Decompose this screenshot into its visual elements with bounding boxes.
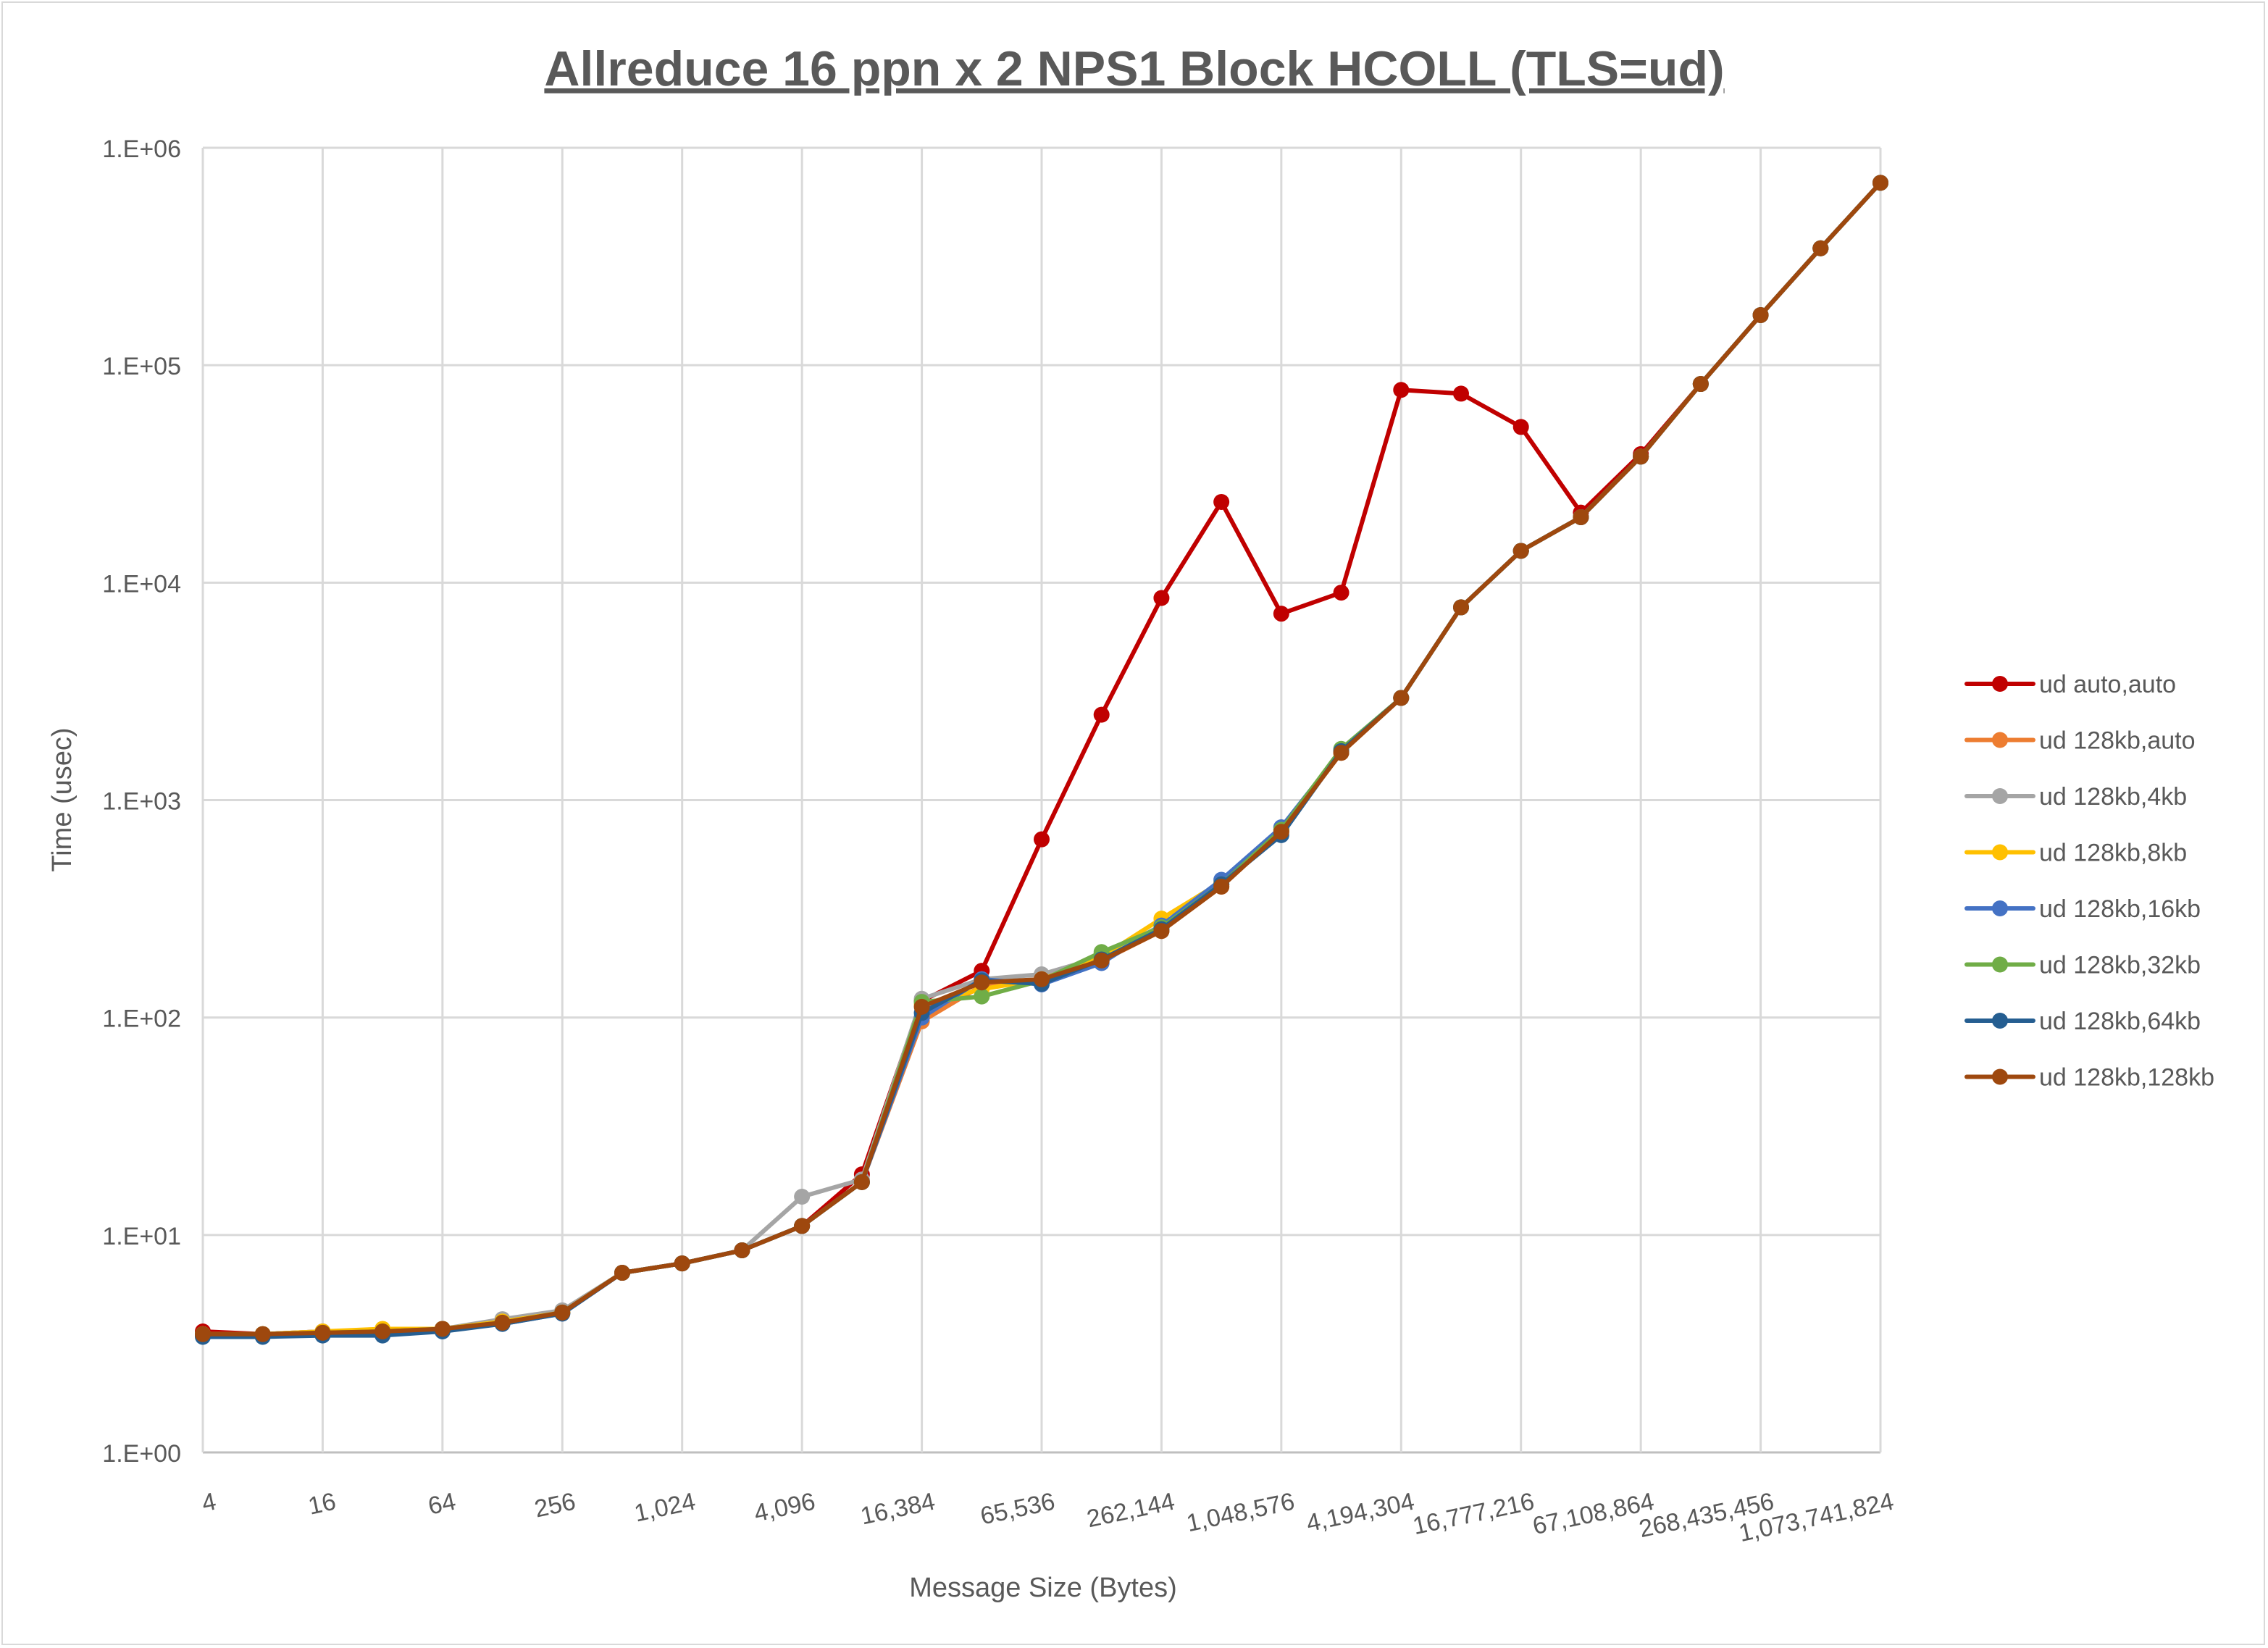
legend-marker [1992, 956, 2008, 973]
data-point [1692, 376, 1709, 393]
legend-marker [1992, 1068, 2008, 1085]
legend-marker [1992, 1013, 2008, 1029]
data-point [1213, 878, 1230, 895]
legend-item: ud 128kb,auto [1964, 727, 2196, 755]
x-tick-label: 4 [199, 1488, 218, 1518]
data-point [1333, 745, 1349, 761]
y-tick-label: 1.E+05 [102, 353, 181, 380]
data-point [1153, 923, 1170, 940]
data-point [1453, 385, 1469, 402]
legend-marker [1992, 732, 2008, 748]
data-point [1393, 690, 1410, 706]
data-point [674, 1255, 690, 1272]
data-point [1273, 824, 1289, 840]
data-point [494, 1314, 511, 1331]
data-point [434, 1321, 451, 1337]
data-point [254, 1326, 271, 1342]
legend-label: ud 128kb,auto [2039, 727, 2196, 755]
legend-label: ud auto,auto [2039, 671, 2176, 698]
data-point [1034, 831, 1050, 848]
data-point [1153, 590, 1170, 606]
data-point [614, 1265, 630, 1281]
y-axis-label: Time (usec) [47, 727, 78, 871]
series-group [195, 175, 1888, 1345]
data-point [1573, 509, 1589, 525]
legend-label: ud 128kb,128kb [2039, 1064, 2214, 1092]
data-point [853, 1174, 870, 1190]
x-tick-label: 67,108,864 [1530, 1488, 1656, 1541]
y-tick-label: 1.E+03 [102, 788, 181, 816]
x-tick-label: 65,536 [978, 1488, 1058, 1531]
data-point [1872, 175, 1888, 191]
legend-marker [1992, 900, 2008, 916]
data-point [1093, 706, 1110, 723]
data-point [1273, 606, 1289, 622]
data-point [374, 1323, 391, 1340]
data-point [195, 1326, 211, 1342]
data-point [1752, 306, 1769, 323]
legend: ud auto,auto ud 128kb,auto ud 128kb,4kb ud … [1964, 671, 2214, 1092]
data-point [974, 974, 990, 991]
x-tick-label: 1,024 [632, 1488, 698, 1528]
legend-label: ud 128kb,4kb [2039, 783, 2187, 811]
data-point [314, 1324, 331, 1341]
data-point [554, 1304, 571, 1321]
data-point [1213, 493, 1230, 510]
legend-item: ud 128kb,16kb [1964, 895, 2201, 923]
legend-marker [1992, 788, 2008, 804]
y-tick-label: 1.E+00 [102, 1440, 181, 1468]
legend-item: ud 128kb,4kb [1964, 783, 2187, 811]
x-tick-label: 4,194,304 [1304, 1488, 1417, 1538]
data-point [734, 1242, 750, 1259]
data-point [1512, 543, 1529, 559]
series-ud-128kb-128kb [195, 175, 1888, 1342]
x-axis-label: Message Size (Bytes) [909, 1573, 1177, 1603]
y-tick-label: 1.E+01 [102, 1223, 181, 1250]
x-tick-label: 256 [532, 1488, 578, 1523]
x-tick-label: 16,777,216 [1410, 1488, 1536, 1541]
data-point [1453, 599, 1469, 616]
legend-item: ud 128kb,32kb [1964, 952, 2201, 979]
x-tick-label: 4,096 [752, 1488, 818, 1528]
legend-item: ud auto,auto [1964, 671, 2176, 698]
legend-label: ud 128kb,16kb [2039, 895, 2201, 923]
legend-label: ud 128kb,32kb [2039, 952, 2201, 979]
data-point [1093, 952, 1110, 969]
legend-label: ud 128kb,64kb [2039, 1008, 2201, 1035]
y-tick-label: 1.E+04 [102, 570, 181, 598]
data-point [794, 1188, 811, 1205]
data-point [974, 988, 990, 1005]
x-tick-label: 16,384 [858, 1488, 938, 1531]
data-point [913, 998, 930, 1015]
x-tick-label: 64 [426, 1488, 459, 1521]
legend-marker [1992, 844, 2008, 861]
data-point [794, 1218, 811, 1234]
legend-marker [1992, 676, 2008, 692]
y-axis-ticks: 1.E+00 1.E+01 1.E+02 1.E+03 1.E+04 1.E+05 1.E+… [102, 135, 181, 1468]
data-point [1633, 448, 1649, 465]
legend-item: ud 128kb,64kb [1964, 1008, 2201, 1035]
x-tick-label: 262,144 [1084, 1488, 1177, 1534]
y-tick-label: 1.E+06 [102, 135, 181, 163]
data-point [1812, 240, 1829, 256]
x-tick-label: 16 [306, 1488, 338, 1521]
y-tick-label: 1.E+02 [102, 1005, 181, 1033]
data-point [1512, 419, 1529, 435]
legend-item: ud 128kb,128kb [1964, 1064, 2214, 1092]
x-axis-ticks: 4 16 64 256 1,024 4,096 16,384 65,536 262,144 1,0… [199, 1488, 1896, 1547]
data-point [1333, 585, 1349, 601]
chart-title: Allreduce 16 ppn x 2 NPS1 Block HCOLL (T… [544, 41, 1724, 96]
data-point [1034, 971, 1050, 987]
gridlines [201, 146, 1882, 1454]
data-point [1393, 382, 1410, 398]
legend-label: ud 128kb,8kb [2039, 840, 2187, 867]
x-tick-label: 1,048,576 [1184, 1488, 1297, 1538]
legend-item: ud 128kb,8kb [1964, 840, 2187, 867]
